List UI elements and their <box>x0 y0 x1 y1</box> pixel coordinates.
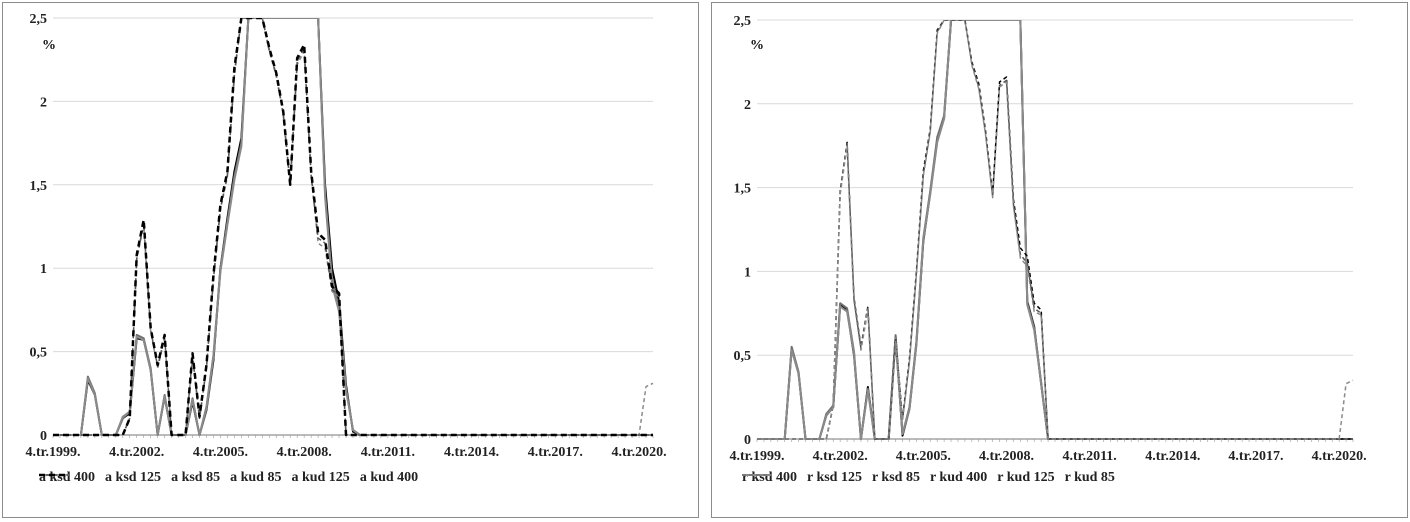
y-tick-label: 0 <box>40 429 47 444</box>
x-tick-label: 4.tr.2020. <box>1312 449 1367 464</box>
y-tick-label: 1,5 <box>30 179 48 194</box>
y-tick-label: 2,5 <box>734 14 752 29</box>
legend-item: r kud 125 <box>742 470 1055 486</box>
left-chart-panel: 0 0,5 1 1,5 2 2,5 4.tr.1999. 4.tr.2002. 4.tr.200… <box>2 2 699 518</box>
legend-label: r kud 125 <box>997 470 1055 485</box>
series-line-r-kud-85 <box>757 20 1354 440</box>
legend-label: r ksd 400 <box>742 470 797 485</box>
x-tick-label: 4.tr.2017. <box>528 445 583 460</box>
x-tick-label: 4.tr.2005. <box>896 449 951 464</box>
legend-item: r ksd 125 <box>742 470 862 486</box>
x-tick-label: 4.tr.1999. <box>25 445 80 460</box>
legend-label: a kud 400 <box>359 470 419 485</box>
right-chart-legend: r ksd 400 r ksd 125 r ksd 85 r kud 400 r kud… <box>742 470 1402 486</box>
y-tick-label: 1,5 <box>734 182 752 197</box>
y-unit-label: % <box>750 38 764 53</box>
legend-label: r kud 400 <box>929 470 988 485</box>
legend-label: r kud 85 <box>1064 470 1115 485</box>
x-tick-label: 4.tr.2014. <box>1145 449 1200 464</box>
y-tick-label: 2,5 <box>30 12 48 27</box>
series-line-r-ksd-85 <box>757 20 1353 440</box>
x-tick-label: 4.tr.1999. <box>729 449 784 464</box>
legend-label: a kud 125 <box>291 470 350 485</box>
y-tick-label: 1 <box>40 262 47 277</box>
y-tick-label: 1 <box>744 265 751 280</box>
legend-label: r ksd 85 <box>871 470 920 485</box>
x-tick-label: 4.tr.2011. <box>1062 449 1116 464</box>
y-tick-label: 2 <box>40 95 47 110</box>
x-tick-label: 4.tr.2005. <box>193 445 248 460</box>
legend-item: a kud 85 <box>39 470 282 486</box>
legend-item: r kud 85 <box>742 470 1115 486</box>
left-chart-legend: a ksd 400 a ksd 125 a ksd 85 a kud 85 a kud … <box>39 470 689 486</box>
y-tick-label: 0 <box>744 433 751 448</box>
x-tick-label: 4.tr.2011. <box>361 445 415 460</box>
x-tick-label: 4.tr.2002. <box>813 449 868 464</box>
legend-item: r kud 400 <box>742 470 988 486</box>
series-line-r-kud-400 <box>757 20 1353 440</box>
series-line-r-ksd-400 <box>757 20 1353 440</box>
legend-item: a ksd 85 <box>39 470 221 486</box>
y-tick-label: 0,5 <box>734 349 752 364</box>
legend-item: a ksd 125 <box>39 470 162 486</box>
legend-item: a kud 400 <box>39 470 419 486</box>
left-chart-svg: 0 0,5 1 1,5 2 2,5 4.tr.1999. 4.tr.2002. 4.tr.200… <box>25 12 666 460</box>
series-line-a-kud-400 <box>53 18 653 437</box>
x-tick-label: 4.tr.2008. <box>979 449 1034 464</box>
y-tick-label: 2 <box>744 98 751 113</box>
legend-label: a ksd 125 <box>105 470 162 485</box>
legend-swatch <box>742 474 772 476</box>
legend-label: a kud 85 <box>230 470 282 485</box>
y-unit-label: % <box>42 38 56 53</box>
legend-label: r ksd 125 <box>806 470 862 485</box>
x-tick-label: 4.tr.2002. <box>109 445 164 460</box>
x-tick-label: 4.tr.2014. <box>444 445 499 460</box>
y-tick-label: 0,5 <box>30 346 48 361</box>
series-line-r-ksd-125 <box>757 20 1353 440</box>
x-tick-label: 4.tr.2008. <box>277 445 332 460</box>
x-tick-label: 4.tr.2020. <box>611 445 666 460</box>
right-chart-panel: 0 0,5 1 1,5 2 2,5 4.tr.1999. 4.tr.2002. 4.tr.200… <box>711 2 1408 518</box>
right-chart-svg: 0 0,5 1 1,5 2 2,5 4.tr.1999. 4.tr.2002. 4.tr.200… <box>729 14 1367 464</box>
legend-label: a ksd 85 <box>171 470 221 485</box>
x-tick-label: 4.tr.2017. <box>1228 449 1283 464</box>
legend-swatch <box>39 473 69 477</box>
series-line-r-kud-125 <box>757 20 1353 440</box>
legend-item: a kud 125 <box>39 470 350 486</box>
legend-item: r ksd 85 <box>742 470 920 486</box>
